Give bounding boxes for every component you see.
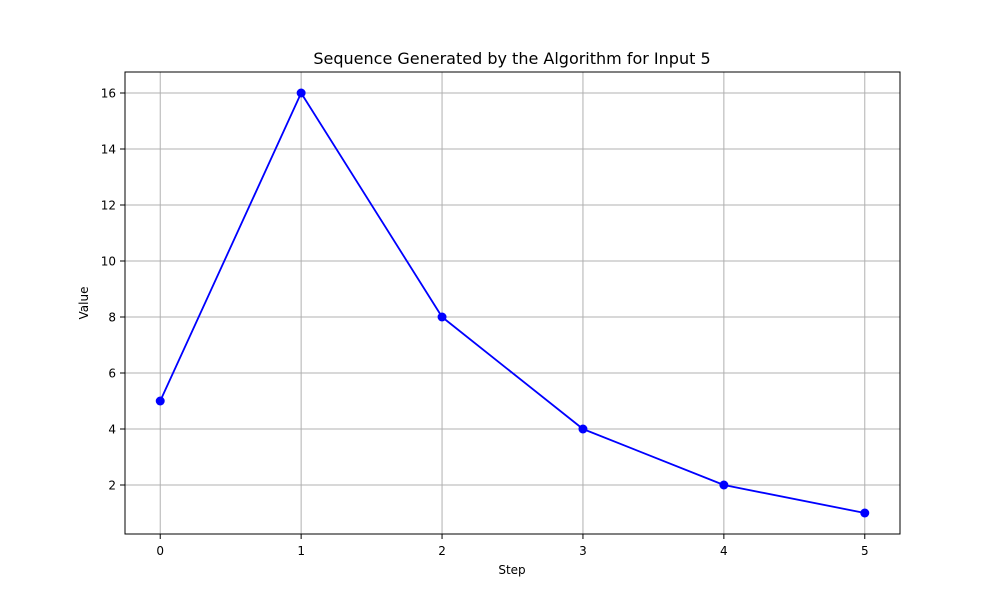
series-layer [155, 88, 870, 518]
series-line [159, 92, 865, 514]
y-tick-label: 16 [101, 87, 116, 101]
y-tick-label: 14 [101, 143, 116, 157]
data-point-marker [719, 480, 729, 490]
x-tick-label: 2 [438, 544, 446, 558]
y-axis-label: Value [77, 287, 91, 320]
x-tick-label: 5 [861, 544, 869, 558]
grid-layer [125, 72, 900, 534]
data-point-marker [155, 396, 165, 406]
data-point-marker [437, 312, 447, 322]
x-tick-label: 4 [720, 544, 728, 558]
x-tick-label: 0 [156, 544, 164, 558]
y-tick-label: 2 [108, 479, 116, 493]
y-tick-label: 12 [101, 199, 116, 213]
x-tick-label: 1 [297, 544, 305, 558]
y-tick-label: 8 [108, 311, 116, 325]
y-tick-label: 6 [108, 367, 116, 381]
chart-title: Sequence Generated by the Algorithm for … [313, 49, 710, 68]
y-tick-label: 4 [108, 423, 116, 437]
x-tick-label: 3 [579, 544, 587, 558]
x-axis-label: Step [498, 563, 525, 577]
data-point-marker [578, 424, 588, 434]
plot-frame [124, 71, 901, 535]
data-point-marker [296, 88, 306, 98]
data-point-marker [860, 508, 870, 518]
y-tick-label: 10 [101, 255, 116, 269]
